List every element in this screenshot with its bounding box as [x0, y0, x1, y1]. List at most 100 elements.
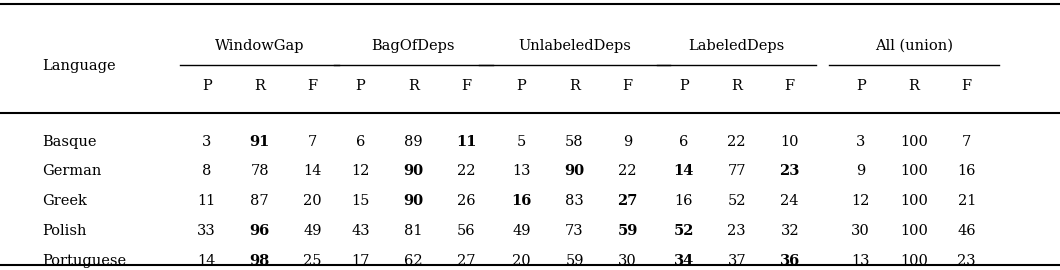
Text: 49: 49 — [303, 224, 322, 238]
Text: 37: 37 — [727, 254, 746, 268]
Text: BagOfDeps: BagOfDeps — [372, 39, 455, 53]
Text: 89: 89 — [404, 135, 423, 149]
Text: 91: 91 — [249, 135, 270, 149]
Text: 32: 32 — [780, 224, 799, 238]
Text: R: R — [731, 79, 742, 93]
Text: 11: 11 — [197, 194, 216, 208]
Text: 21: 21 — [957, 194, 976, 208]
Text: 13: 13 — [851, 254, 870, 268]
Text: 8: 8 — [202, 164, 211, 178]
Text: 73: 73 — [565, 224, 584, 238]
Text: 24: 24 — [780, 194, 799, 208]
Text: F: F — [961, 79, 972, 93]
Text: F: F — [461, 79, 472, 93]
Text: Language: Language — [42, 59, 117, 73]
Text: 52: 52 — [673, 224, 694, 238]
Text: 12: 12 — [351, 164, 370, 178]
Text: German: German — [42, 164, 102, 178]
Text: 52: 52 — [727, 194, 746, 208]
Text: 6: 6 — [356, 135, 365, 149]
Text: 90: 90 — [404, 194, 423, 208]
Text: 62: 62 — [404, 254, 423, 268]
Text: 5: 5 — [517, 135, 526, 149]
Text: Greek: Greek — [42, 194, 87, 208]
Text: P: P — [678, 79, 689, 93]
Text: 11: 11 — [456, 135, 477, 149]
Text: 46: 46 — [957, 224, 976, 238]
Text: F: F — [622, 79, 633, 93]
Text: 90: 90 — [404, 164, 423, 178]
Text: 100: 100 — [900, 164, 928, 178]
Text: 59: 59 — [565, 254, 584, 268]
Text: UnlabeledDeps: UnlabeledDeps — [518, 39, 631, 53]
Text: 81: 81 — [404, 224, 423, 238]
Text: 7: 7 — [308, 135, 317, 149]
Text: 3: 3 — [856, 135, 865, 149]
Text: 100: 100 — [900, 135, 928, 149]
Text: R: R — [408, 79, 419, 93]
Text: 33: 33 — [197, 224, 216, 238]
Text: 17: 17 — [351, 254, 370, 268]
Text: 83: 83 — [565, 194, 584, 208]
Text: 58: 58 — [565, 135, 584, 149]
Text: 16: 16 — [511, 194, 532, 208]
Text: 59: 59 — [617, 224, 638, 238]
Text: 96: 96 — [249, 224, 270, 238]
Text: 9: 9 — [856, 164, 865, 178]
Text: 100: 100 — [900, 224, 928, 238]
Text: 43: 43 — [351, 224, 370, 238]
Text: P: P — [201, 79, 212, 93]
Text: 100: 100 — [900, 194, 928, 208]
Text: All (union): All (union) — [874, 39, 953, 53]
Text: 15: 15 — [351, 194, 370, 208]
Text: 30: 30 — [618, 254, 637, 268]
Text: WindowGap: WindowGap — [215, 39, 304, 53]
Text: P: P — [355, 79, 366, 93]
Text: 6: 6 — [679, 135, 688, 149]
Text: 26: 26 — [457, 194, 476, 208]
Text: 22: 22 — [727, 135, 746, 149]
Text: 12: 12 — [851, 194, 870, 208]
Text: P: P — [855, 79, 866, 93]
Text: Basque: Basque — [42, 135, 96, 149]
Text: 20: 20 — [512, 254, 531, 268]
Text: 25: 25 — [303, 254, 322, 268]
Text: 23: 23 — [957, 254, 976, 268]
Text: 77: 77 — [727, 164, 746, 178]
Text: 14: 14 — [303, 164, 322, 178]
Text: LabeledDeps: LabeledDeps — [689, 39, 784, 53]
Text: 49: 49 — [512, 224, 531, 238]
Text: 16: 16 — [674, 194, 693, 208]
Text: 23: 23 — [727, 224, 746, 238]
Text: 9: 9 — [623, 135, 632, 149]
Text: 23: 23 — [779, 164, 800, 178]
Text: 27: 27 — [617, 194, 638, 208]
Text: 3: 3 — [202, 135, 211, 149]
Text: R: R — [908, 79, 919, 93]
Text: 22: 22 — [618, 164, 637, 178]
Text: Portuguese: Portuguese — [42, 254, 126, 268]
Text: 30: 30 — [851, 224, 870, 238]
Text: 14: 14 — [197, 254, 216, 268]
Text: F: F — [307, 79, 318, 93]
Text: 20: 20 — [303, 194, 322, 208]
Text: 78: 78 — [250, 164, 269, 178]
Text: R: R — [569, 79, 580, 93]
Text: 16: 16 — [957, 164, 976, 178]
Text: 36: 36 — [779, 254, 800, 268]
Text: 10: 10 — [780, 135, 799, 149]
Text: R: R — [254, 79, 265, 93]
Text: 56: 56 — [457, 224, 476, 238]
Text: P: P — [516, 79, 527, 93]
Text: 98: 98 — [249, 254, 270, 268]
Text: 34: 34 — [673, 254, 694, 268]
Text: 22: 22 — [457, 164, 476, 178]
Text: 14: 14 — [673, 164, 694, 178]
Text: 7: 7 — [962, 135, 971, 149]
Text: 13: 13 — [512, 164, 531, 178]
Text: 87: 87 — [250, 194, 269, 208]
Text: 27: 27 — [457, 254, 476, 268]
Text: 100: 100 — [900, 254, 928, 268]
Text: F: F — [784, 79, 795, 93]
Text: 90: 90 — [565, 164, 584, 178]
